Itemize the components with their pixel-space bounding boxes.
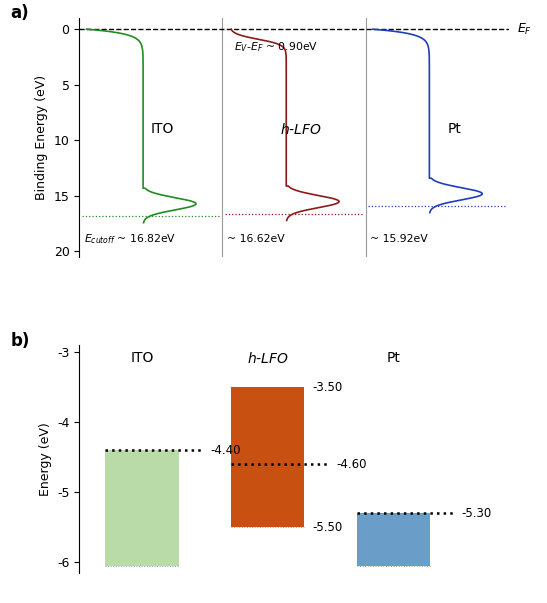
Text: ~ 15.92eV: ~ 15.92eV [370,234,428,244]
Text: a): a) [10,4,29,22]
Text: $E_{cutoff}$ ~ 16.82eV: $E_{cutoff}$ ~ 16.82eV [84,232,176,246]
Text: -4.40: -4.40 [210,444,241,457]
Text: $E_V$-$E_F$ ~ 0.90eV: $E_V$-$E_F$ ~ 0.90eV [234,40,318,54]
Bar [106,450,179,566]
Text: Pt: Pt [447,122,461,136]
Text: -3.50: -3.50 [313,381,343,394]
Text: $h$-LFO: $h$-LFO [280,122,322,137]
Bar [231,387,305,528]
Text: $h$-LFO: $h$-LFO [247,351,289,366]
Text: b): b) [10,332,30,350]
Text: ITO: ITO [131,351,154,365]
Text: -4.60: -4.60 [336,458,366,471]
Text: Pt: Pt [387,351,400,365]
Text: -5.30: -5.30 [462,507,492,520]
Text: -5.50: -5.50 [313,521,343,534]
Text: ITO: ITO [150,122,174,136]
Bar [357,513,430,566]
Text: $E_F$: $E_F$ [517,22,532,37]
Text: ~ 16.62eV: ~ 16.62eV [227,234,284,244]
Y-axis label: Energy (eV): Energy (eV) [38,422,51,496]
Y-axis label: Binding Energy (eV): Binding Energy (eV) [35,75,48,200]
